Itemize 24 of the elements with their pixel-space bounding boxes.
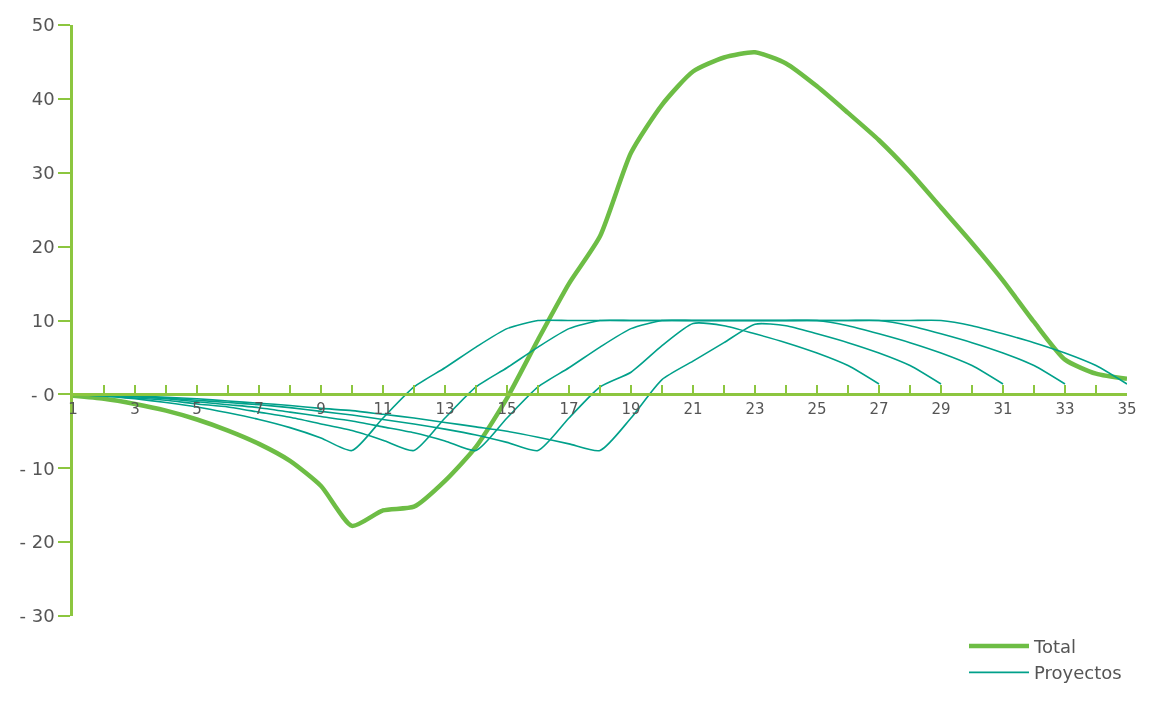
x-tick-label: 29: [931, 400, 951, 419]
y-tick-label: 10: [31, 309, 55, 331]
y-tick-label: 50: [31, 14, 55, 36]
x-tick-label: 33: [1055, 400, 1075, 419]
x-tick-label: 13: [435, 400, 455, 419]
y-tick-label: - 0: [30, 383, 55, 405]
y-tick-label: 20: [31, 235, 55, 257]
legend-label: Proyectos: [1034, 662, 1122, 684]
y-tick-label: 40: [31, 88, 55, 110]
x-tick-label: 21: [683, 400, 703, 419]
legend-label: Total: [1033, 636, 1077, 658]
y-tick-label: - 30: [19, 605, 55, 627]
x-tick-label: 35: [1117, 400, 1137, 419]
y-tick-label: 30: [31, 162, 55, 184]
x-tick-label: 27: [869, 400, 889, 419]
x-tick-label: 23: [745, 400, 765, 419]
x-tick-label: 3: [130, 400, 140, 419]
y-tick-label: - 10: [19, 457, 55, 479]
y-tick-label: - 20: [19, 531, 55, 553]
x-tick-label: 31: [993, 400, 1013, 419]
x-tick-label: 17: [559, 400, 579, 419]
x-tick-label: 7: [254, 400, 264, 419]
x-tick-label: 25: [807, 400, 827, 419]
x-tick-label: 9: [316, 400, 326, 419]
